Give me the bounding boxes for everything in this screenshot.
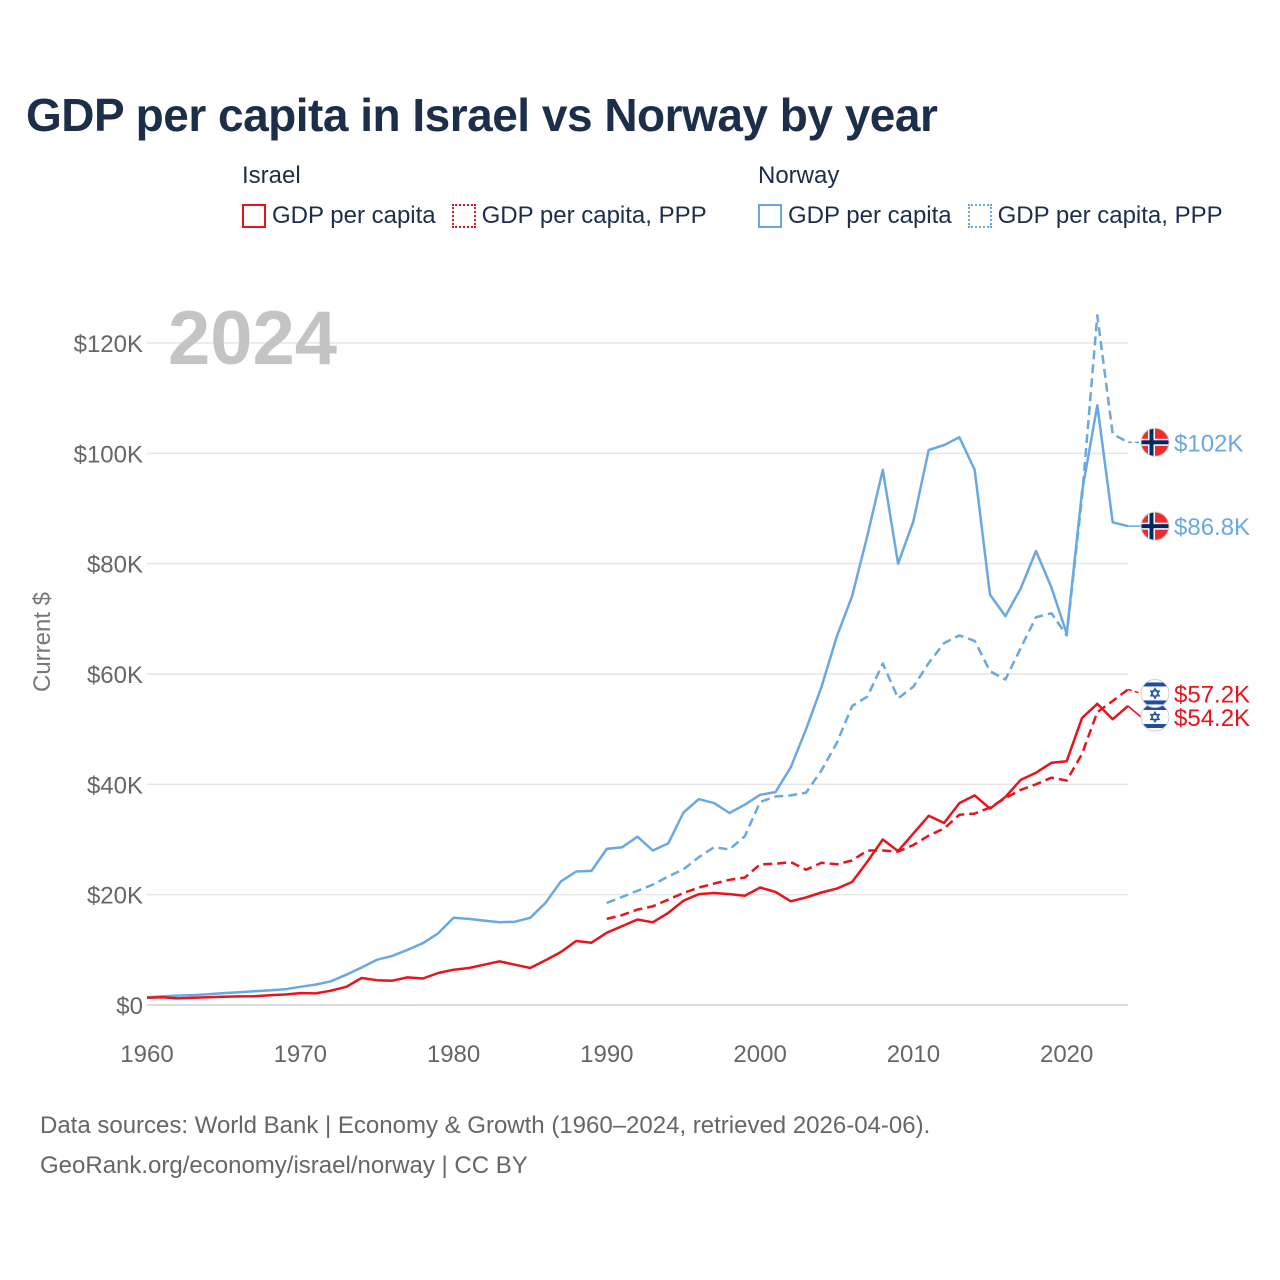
x-tick-label: 1980	[427, 1041, 480, 1068]
norway-flag-icon	[1140, 511, 1170, 541]
y-tick-label: $100K	[74, 441, 143, 468]
legend-label: GDP per capita	[272, 202, 436, 229]
legend-norway-gdp[interactable]: GDP per capita	[758, 202, 952, 230]
series-line-norway-gdp-per-capita-ppp[interactable]	[606, 314, 1129, 905]
year-watermark: 2024	[168, 296, 337, 381]
y-tick-label: $120K	[74, 331, 143, 358]
end-connector	[1127, 705, 1142, 718]
footer: Data sources: World Bank | Economy & Gro…	[40, 1106, 930, 1186]
legend-label: GDP per capita, PPP	[481, 202, 707, 229]
footer-link[interactable]: GeoRank.org/economy/israel/norway | CC B…	[40, 1152, 528, 1179]
end-connector	[1127, 688, 1142, 695]
series-line-israel-gdp-per-capita[interactable]	[146, 702, 1129, 1000]
legend-swatch-dotted-blue	[967, 204, 992, 228]
x-tick-label: 1990	[580, 1041, 633, 1068]
y-tick-label: $60K	[87, 662, 143, 689]
legend-israel: Israel GDP per capita GDP per capita, PP…	[242, 162, 707, 230]
y-tick-label: $40K	[87, 772, 143, 799]
series-line-israel-gdp-per-capita-ppp[interactable]	[606, 688, 1129, 921]
legend-norway: Norway GDP per capita GDP per capita, PP…	[758, 162, 1223, 230]
legend-swatch-solid-red	[242, 204, 266, 228]
chart-title: GDP per capita in Israel vs Norway by ye…	[26, 89, 938, 141]
x-tick-label: 2010	[887, 1041, 940, 1068]
x-tick-label: 1970	[274, 1041, 327, 1068]
legend-swatch-dotted-red	[451, 204, 476, 228]
legend-group-name-norway: Norway	[758, 162, 840, 189]
legend-label: GDP per capita	[788, 202, 952, 229]
x-tick-label: 2000	[733, 1041, 786, 1068]
y-tick-label: $0	[116, 993, 143, 1020]
israel-flag-icon	[1140, 678, 1170, 708]
footer-sources: Data sources: World Bank | Economy & Gro…	[40, 1112, 931, 1139]
end-value-label: $102K	[1174, 430, 1243, 457]
legend-group-name-israel: Israel	[242, 162, 301, 189]
norway-flag-icon	[1140, 427, 1170, 457]
y-axis-label: Current $	[29, 592, 56, 692]
legend-label: GDP per capita, PPP	[997, 202, 1223, 229]
line-chart: 2024 Current $ 1960 1970 1980 1990 2000 2010 2…	[29, 296, 1250, 1068]
legend-swatch-solid-blue	[758, 204, 782, 228]
x-tick-label: 2020	[1040, 1041, 1093, 1068]
end-value-label: $57.2K	[1174, 681, 1250, 708]
legend-israel-gdp[interactable]: GDP per capita	[242, 202, 436, 230]
x-tick-label: 1960	[120, 1041, 173, 1068]
y-tick-label: $80K	[87, 552, 143, 579]
legend-israel-gdp-ppp[interactable]: GDP per capita, PPP	[451, 202, 707, 230]
end-value-label: $54.2K	[1174, 705, 1250, 732]
series-line-norway-gdp-per-capita[interactable]	[146, 404, 1129, 999]
legend-norway-gdp-ppp[interactable]: GDP per capita, PPP	[967, 202, 1223, 230]
y-tick-label: $20K	[87, 883, 143, 910]
end-value-label: $86.8K	[1174, 514, 1250, 541]
